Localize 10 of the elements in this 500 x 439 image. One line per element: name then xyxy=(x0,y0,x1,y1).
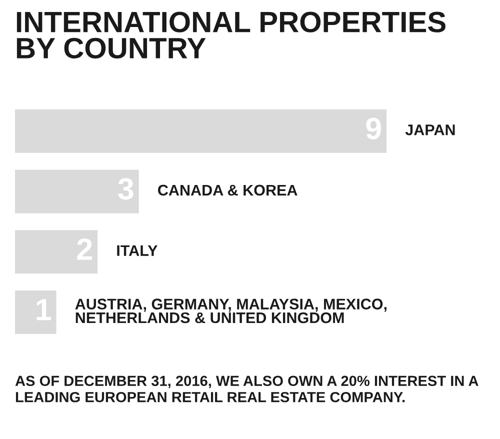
y-tick-label: ITALY xyxy=(117,245,158,256)
text: AS OF DECEMBER 31, 2016, WE ALSO OWN A 20% INTEREST IN A LEADING EUROPEAN RETAIL REAL ESTATE COMPANY. xyxy=(15,376,478,402)
bar xyxy=(15,290,56,334)
bar xyxy=(15,230,98,274)
chart-title: INTERNATIONAL PROPERTIES BY COUNTRY xyxy=(16,12,446,59)
y-tick-label: CANADA & KOREA xyxy=(158,184,298,196)
bar xyxy=(15,170,139,214)
bar xyxy=(15,109,387,153)
y-tick-label: AUSTRIA, GERMANY, MALAYSIA, MEXICO, NETHERLANDS & UNITED KINGDOM xyxy=(75,298,386,324)
y-tick-label: JAPAN xyxy=(405,124,455,136)
